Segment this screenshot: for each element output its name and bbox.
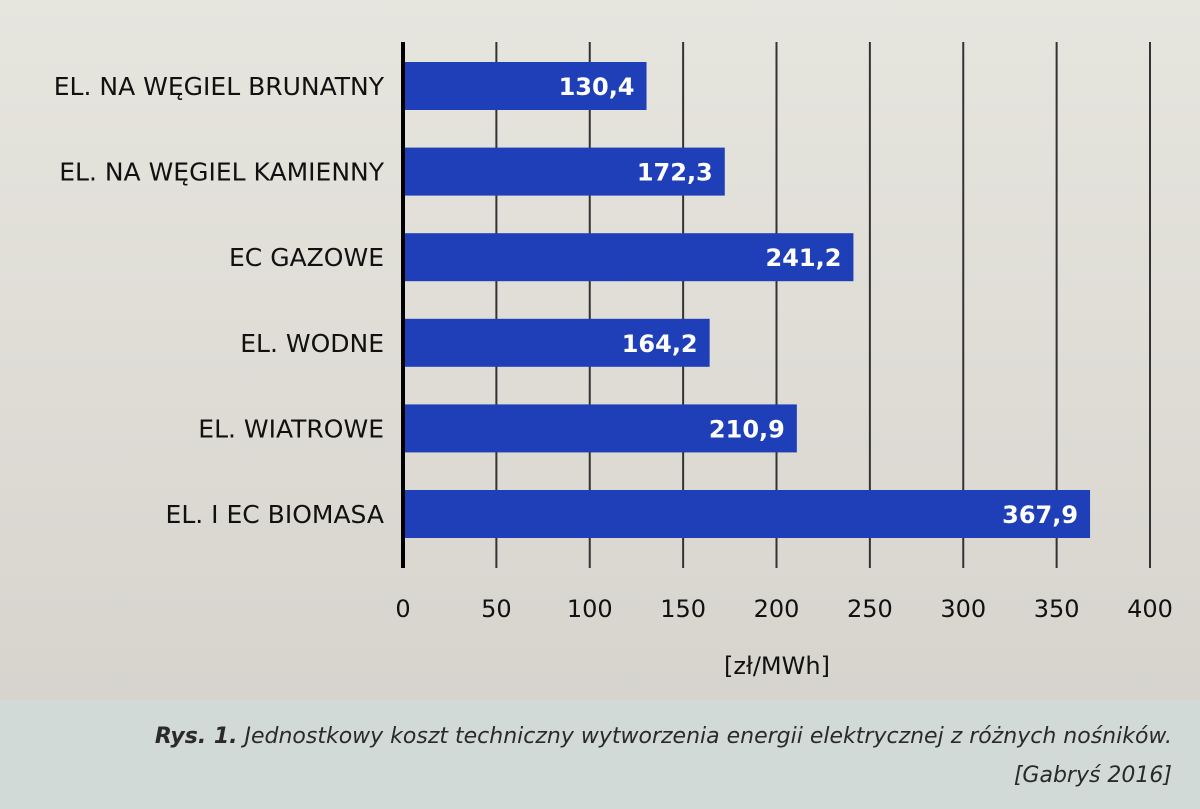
figure-number: Rys. 1.	[154, 724, 238, 749]
x-tick-label: 0	[395, 595, 410, 623]
x-tick-label: 200	[754, 595, 800, 623]
x-tick-label: 400	[1127, 595, 1173, 623]
bar	[405, 147, 725, 196]
x-tick-label: 300	[940, 595, 986, 623]
x-tick-label: 150	[660, 595, 706, 623]
x-tick-label: 100	[567, 595, 613, 623]
caption-text-line: Rys. 1. Jednostkowy koszt techniczny wyt…	[155, 724, 1172, 749]
category-label: EL. I EC BIOMASA	[166, 500, 384, 529]
figure-caption: Rys. 1. Jednostkowy koszt techniczny wyt…	[0, 700, 1200, 809]
category-label: EC GAZOWE	[229, 243, 384, 272]
chart-area: 130,4 EL. NA WĘGIEL BRUNATNY 172,3 EL. NA W…	[0, 0, 1200, 700]
bar	[405, 233, 854, 282]
bar-value-label: 164,2	[622, 330, 698, 358]
bar-value-label: 210,9	[709, 415, 785, 443]
caption-source: [Gabryś 2016]	[1013, 763, 1172, 788]
x-tick-label: 50	[481, 595, 512, 623]
bar-value-label: 172,3	[637, 159, 713, 187]
category-label: EL. WODNE	[240, 329, 384, 358]
caption-description: Jednostkowy koszt techniczny wytworzenia…	[244, 724, 1173, 749]
category-label: EL. NA WĘGIEL KAMIENNY	[59, 158, 384, 187]
x-tick-label: 250	[847, 595, 893, 623]
bar	[405, 62, 647, 110]
bar	[405, 318, 710, 367]
bar-value-label: 241,2	[766, 244, 842, 272]
category-label: EL. NA WĘGIEL BRUNATNY	[54, 72, 385, 101]
bar-value-label: 130,4	[559, 73, 635, 101]
bar-chart: 130,4 EL. NA WĘGIEL BRUNATNY 172,3 EL. NA W…	[54, 42, 1173, 680]
x-axis-unit-label: [zł/MWh]	[724, 652, 830, 680]
bar-value-label: 367,9	[1002, 501, 1078, 529]
bar	[405, 404, 797, 453]
bar	[405, 490, 1091, 538]
x-tick-label: 350	[1034, 595, 1080, 623]
category-label: EL. WIATROWE	[198, 414, 384, 443]
